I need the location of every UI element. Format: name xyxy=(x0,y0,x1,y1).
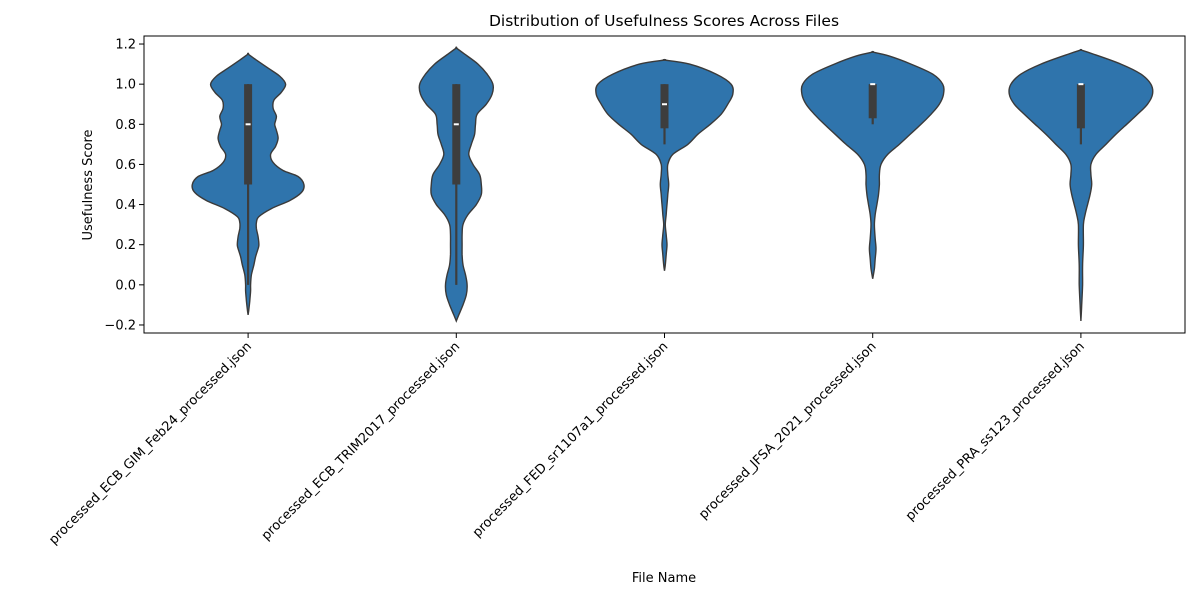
violin-body-4 xyxy=(800,50,945,279)
y-tick-label: −0.2 xyxy=(104,318,136,333)
violin-box-2 xyxy=(452,84,461,185)
y-tick-label: 0.6 xyxy=(115,158,136,173)
y-tick-label: 1.2 xyxy=(115,38,136,53)
y-tick-label: 1.0 xyxy=(115,78,136,93)
violin-body-3 xyxy=(595,58,734,271)
plot-area xyxy=(191,46,1154,323)
y-tick-label: 0.0 xyxy=(115,278,136,293)
violin-body-5 xyxy=(1008,48,1154,322)
violin-box-3 xyxy=(660,84,669,129)
y-tick-label: 0.8 xyxy=(115,118,136,133)
y-axis: −0.2 0.0 0.2 0.4 0.6 0.8 1.0 1.2 xyxy=(104,38,144,333)
violin-box-5 xyxy=(1076,84,1085,129)
violin-box-1 xyxy=(244,84,253,185)
x-axis-title: File Name xyxy=(632,571,696,586)
violin-box-4 xyxy=(868,84,877,119)
y-tick-label: 0.2 xyxy=(115,238,136,253)
y-axis-title: Usefulness Score xyxy=(81,129,96,240)
chart-title: Distribution of Usefulness Scores Across… xyxy=(489,12,839,30)
y-tick-label: 0.4 xyxy=(115,198,136,213)
